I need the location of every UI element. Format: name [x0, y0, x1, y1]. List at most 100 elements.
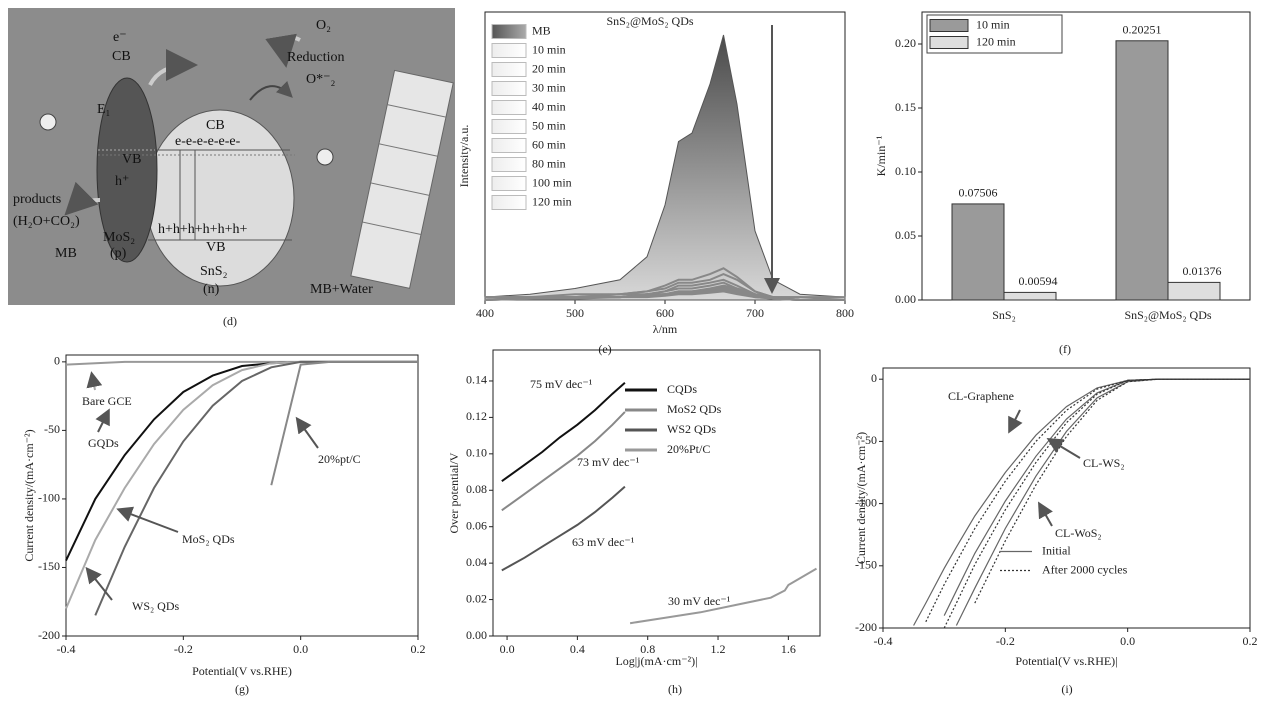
legend-swatch: [491, 157, 527, 172]
y-tick-label: 0.00: [895, 292, 916, 306]
y-tick-label: -50: [44, 422, 60, 436]
legend-label: 10 min: [532, 42, 566, 56]
x-tick-label: SnS₂: [992, 308, 1016, 322]
x-tick-label: 1.6: [781, 642, 796, 656]
arrow: [265, 33, 301, 68]
y-tick-label: -150: [855, 558, 877, 572]
y-tick-label: 0: [871, 371, 877, 385]
legend-label: Initial: [1042, 543, 1071, 557]
diagram-label: h⁺: [115, 174, 129, 189]
x-tick-label: 0.0: [293, 642, 308, 656]
annotation: 63 mV dec⁻¹: [572, 535, 635, 549]
y-axis-label: Intensity/a.u.: [457, 125, 471, 188]
annotation-arrow: [95, 408, 110, 433]
legend-label: 40 min: [532, 99, 566, 113]
curve-label: MoS₂ QDs: [182, 532, 235, 546]
line: [94, 360, 418, 616]
annotation-arrow: [86, 371, 103, 391]
x-tick-label: -0.4: [57, 642, 76, 656]
panel-caption: (e): [598, 342, 611, 356]
x-tick-label: 0.2: [411, 642, 426, 656]
arrow: [249, 80, 293, 101]
diagram-label: products: [13, 192, 61, 207]
curve-label: CL-WS₂: [1083, 456, 1125, 470]
diagram: e⁻ CB E₁ VB h⁺ products (H₂O+CO₂) MoS₂ (…: [8, 8, 455, 305]
diagram-label: e-e-e-e-e-e-: [175, 134, 241, 149]
diagram-label: MB: [55, 246, 77, 261]
value-label: 0.01376: [1183, 264, 1222, 278]
legend-swatch: [491, 43, 527, 58]
diagram-label: (p): [110, 246, 127, 261]
y-tick-label: 0.00: [466, 628, 487, 642]
x-tick-label: 700: [746, 306, 764, 320]
annotation-arrow: [295, 416, 319, 449]
legend-swatch: [929, 36, 969, 49]
annotation: 30 mV dec⁻¹: [668, 594, 731, 608]
y-tick-label: 0.10: [466, 446, 487, 460]
mos2-particle: [96, 77, 158, 263]
x-tick-label: 0.0: [1120, 634, 1135, 648]
diagram-label: VB: [206, 240, 225, 255]
legend-label: 20%Pt/C: [667, 442, 710, 456]
legend-swatch: [491, 81, 527, 96]
line: [955, 378, 1250, 626]
line: [501, 382, 626, 483]
x-tick-label: -0.2: [174, 642, 193, 656]
legend-swatch: [491, 62, 527, 77]
chart-title: SnS₂@MoS₂ QDs: [606, 14, 693, 28]
line: [484, 290, 845, 301]
x-axis-label: Potential(V vs.RHE)|: [1015, 654, 1117, 668]
diagram-label: MoS₂: [103, 230, 135, 245]
arrow: [64, 181, 101, 216]
legend-swatch: [491, 195, 527, 210]
bar: [951, 203, 1005, 301]
diagram-label: O*⁻₂: [306, 72, 336, 87]
curve-label: GQDs: [88, 436, 119, 450]
diagram-label: VB: [122, 152, 141, 167]
line: [925, 378, 1250, 623]
legend-label: 80 min: [532, 156, 566, 170]
y-tick-label: 0.15: [895, 100, 916, 114]
curve-label: 20%pt/C: [318, 452, 361, 466]
legend-swatch: [929, 19, 969, 32]
annotation-arrow: [1008, 409, 1023, 434]
value-label: 0.07506: [959, 186, 998, 200]
arrow: [148, 49, 198, 86]
y-tick-label: -100: [855, 495, 877, 509]
panel-caption: (h): [668, 682, 682, 696]
legend-label: 30 min: [532, 80, 566, 94]
y-axis-label: Current density/(mA·cm⁻²): [854, 432, 868, 564]
legend-label: 60 min: [532, 137, 566, 151]
y-tick-label: 0.06: [466, 518, 487, 532]
y-tick-label: 0.05: [895, 228, 916, 242]
annotation: 73 mV dec⁻¹: [577, 455, 640, 469]
line: [501, 411, 626, 512]
value-label: 0.00594: [1019, 274, 1058, 288]
y-tick-label: 0.14: [466, 373, 487, 387]
y-tick-label: 0.12: [466, 409, 487, 423]
x-tick-label: 0.2: [1243, 634, 1258, 648]
legend-label: 10 min: [976, 17, 1010, 31]
x-tick-label: 1.2: [711, 642, 726, 656]
curve-label: CL-Graphene: [948, 389, 1014, 403]
y-tick-label: -150: [38, 559, 60, 573]
line: [270, 360, 418, 486]
panel-caption: (d): [223, 314, 237, 328]
annotation-arrow: [1046, 437, 1081, 459]
diagram-label: E₁: [97, 102, 110, 117]
water-panel: [350, 69, 454, 289]
value-label: 0.20251: [1123, 23, 1162, 37]
legend-label: 50 min: [532, 118, 566, 132]
curve-label: WS₂ QDs: [132, 599, 180, 613]
x-tick-label: -0.4: [874, 634, 893, 648]
x-tick-label: 0.8: [640, 642, 655, 656]
panel-caption: (g): [235, 682, 249, 696]
diagram-label: e⁻: [113, 30, 127, 45]
panel-caption: (f): [1059, 342, 1071, 356]
x-tick-label: 400: [476, 306, 494, 320]
y-axis-label: Over potential/V: [447, 452, 461, 533]
y-axis-label: K/min⁻¹: [874, 135, 888, 176]
plot-frame: [882, 367, 1251, 629]
y-tick-label: -200: [855, 620, 877, 634]
